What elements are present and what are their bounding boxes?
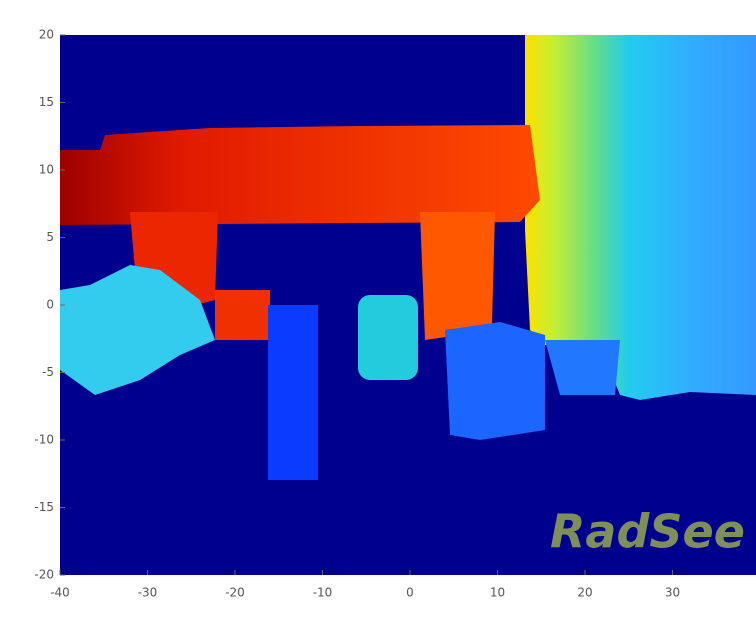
region: [420, 212, 495, 340]
region: [358, 295, 418, 380]
x-tick-label: 10: [490, 586, 505, 600]
region: [268, 305, 318, 480]
x-tick-label: 0: [406, 586, 414, 600]
watermark: RadSee: [550, 505, 745, 559]
x-tick-label: 30: [665, 586, 680, 600]
y-tick-label: 15: [39, 95, 54, 109]
x-tick-label: -20: [225, 586, 245, 600]
x-tick-label: -40: [50, 586, 70, 600]
x-tick-label: -30: [138, 586, 158, 600]
chart: RadSee -20 -15 -10 -5 0 5 10 15 20 -40 -30 -20 -10 0 1…: [0, 0, 756, 618]
region: [215, 290, 270, 340]
x-tick-label: -10: [313, 586, 333, 600]
y-tick-label: 10: [39, 163, 54, 177]
y-tick-label: 5: [46, 230, 54, 244]
y-tick-label: -5: [42, 365, 54, 379]
page: RadSee -20 -15 -10 -5 0 5 10 15 20 -40 -30 -20 -10 0 1…: [0, 0, 756, 618]
y-tick-label: -10: [34, 433, 54, 447]
region: [445, 322, 545, 440]
y-tick-label: -15: [34, 500, 54, 514]
depth-image: [60, 35, 756, 575]
x-tick-label: 20: [577, 586, 592, 600]
y-tick-label: 0: [46, 298, 54, 312]
region: [60, 125, 540, 225]
y-tick-label: -20: [34, 568, 54, 582]
y-tick-label: 20: [39, 28, 54, 42]
